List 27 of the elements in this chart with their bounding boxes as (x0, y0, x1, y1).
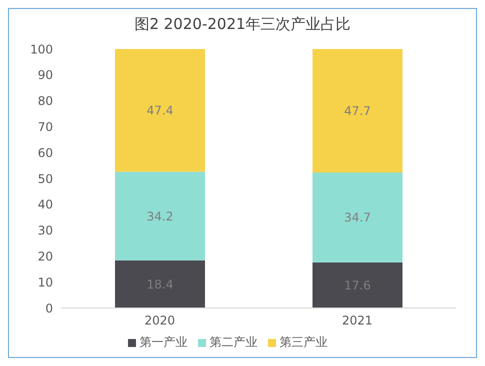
y-tick-label: 10 (38, 275, 53, 290)
bar (115, 260, 205, 308)
bar (312, 172, 402, 262)
y-tick-label: 60 (38, 146, 53, 160)
x-tick-label: 2020 (144, 314, 176, 328)
y-tick-label: 50 (38, 172, 53, 186)
x-tick-label: 2021 (342, 314, 373, 328)
y-tick-label: 90 (38, 68, 53, 82)
y-tick-label: 100 (30, 42, 53, 56)
y-tick-label: 0 (45, 301, 53, 316)
legend-label: 第二产业 (210, 335, 258, 349)
data-label: 47.7 (344, 104, 371, 118)
data-label: 34.2 (146, 209, 174, 224)
y-tick-label: 30 (38, 224, 53, 238)
y-tick-label: 80 (38, 94, 53, 108)
y-tick-label: 40 (38, 198, 53, 212)
chart-title: 图2 2020-2021年三次产业占比 (133, 15, 352, 35)
y-tick-label: 70 (38, 120, 53, 134)
bar (312, 49, 402, 173)
bar (115, 49, 205, 172)
y-tick-label: 20 (38, 249, 53, 264)
data-label: 34.7 (344, 210, 371, 225)
bar (312, 262, 402, 308)
legend-label: 第三产业 (280, 335, 328, 349)
legend-label: 第一产业 (140, 335, 188, 349)
data-label: 47.4 (146, 104, 174, 118)
bar (115, 172, 205, 260)
